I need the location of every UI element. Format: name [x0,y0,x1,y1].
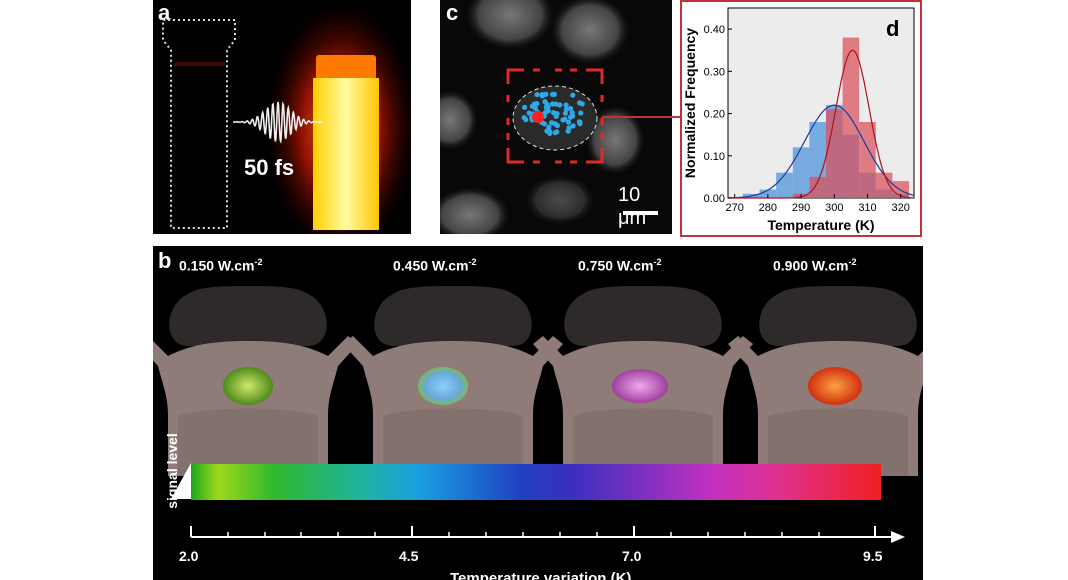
tumor-signal-4 [808,367,862,405]
temp-tick-4: 9.5 [863,548,883,564]
tumor-signal-2 [418,367,468,405]
temp-tick-3: 7.0 [622,548,642,564]
laser-pulse [233,101,323,145]
power-value: 0.900 W.cm [773,257,849,274]
glowing-vial [313,78,379,230]
gaussian-fit-blue [728,104,915,199]
scalebar-label: 10 μm [618,184,672,230]
power-exponent: -2 [468,257,477,267]
y-tick-label: 0.20 [704,109,725,121]
y-tick-label: 0.00 [704,193,725,205]
power-exponent: -2 [653,257,662,267]
power-value: 0.150 W.cm [179,257,255,274]
scalebar-unit: μm [618,207,647,229]
tumor-signal-3 [612,369,668,403]
power-exponent: -2 [254,257,263,267]
hist-bar-blue [759,189,777,198]
signal-level-label: signal level [164,433,180,509]
power-density-label-1: 0.150 W.cm-2 [179,257,263,274]
heating-spot [532,111,544,123]
power-density-label-3: 0.750 W.cm-2 [578,257,662,274]
selection-box [506,68,604,164]
x-tick-label: 290 [792,202,810,214]
x-tick-label: 310 [858,202,876,214]
temperature-histogram: 270 280 290 300 310 320 0.00 0.10 0.20 0.30 0.40 Te… [682,7,915,233]
panel-c-label: c [446,0,459,25]
connector-line [602,116,682,118]
power-value: 0.450 W.cm [393,257,469,274]
x-axis-label: Temperature (K) [767,217,874,233]
temp-tick-2: 4.5 [399,548,419,564]
panel-d: 270 280 290 300 310 320 0.00 0.10 0.20 0.30 0.40 Te… [680,0,922,237]
hist-bar-blue [776,172,793,198]
panel-d-label: d [886,16,900,41]
panel-a-label: a [158,0,171,25]
x-tick-label: 300 [825,202,843,214]
temp-tick-1: 2.0 [179,548,199,564]
gaussian-fit-red [728,49,914,199]
pulse-duration-label: 50 fs [244,155,295,180]
scalebar-value: 10 [618,184,641,206]
tumor-signal-1 [223,367,273,405]
temperature-color-bar [191,464,881,500]
hist-bar-red [825,109,843,198]
y-axis-label: Normalized Frequency [682,28,698,178]
y-tick-label: 0.40 [704,24,725,36]
x-tick-label: 280 [759,202,777,214]
power-exponent: -2 [848,257,857,267]
y-tick-label: 0.30 [704,66,725,78]
x-tick-label: 270 [725,202,743,214]
panel-b-label: b [158,248,172,273]
temp-axis-label: Temperature variation (K) [450,570,632,580]
vial-cap [316,55,376,81]
temperature-axis [190,526,905,543]
x-tick-label: 320 [892,202,910,214]
microscopy-image [440,0,658,234]
vial-illustration [162,0,411,234]
panel-a: a 50 fs [153,0,411,234]
power-density-label-4: 0.900 W.cm-2 [773,257,857,274]
mouse-images [153,286,923,476]
empty-vial [162,19,236,229]
hist-bar-red [809,176,826,198]
panel-b: b 0.150 W.cm-2 0.450 W.cm-2 0.750 W.cm-2… [153,246,923,580]
power-value: 0.750 W.cm [578,257,654,274]
panel-c: c 10 μm [440,0,672,234]
power-density-label-2: 0.450 W.cm-2 [393,257,477,274]
y-tick-label: 0.10 [704,151,725,163]
hist-bar-blue [792,147,810,198]
scalebar [623,211,658,215]
signal-level-wedge [171,463,191,499]
